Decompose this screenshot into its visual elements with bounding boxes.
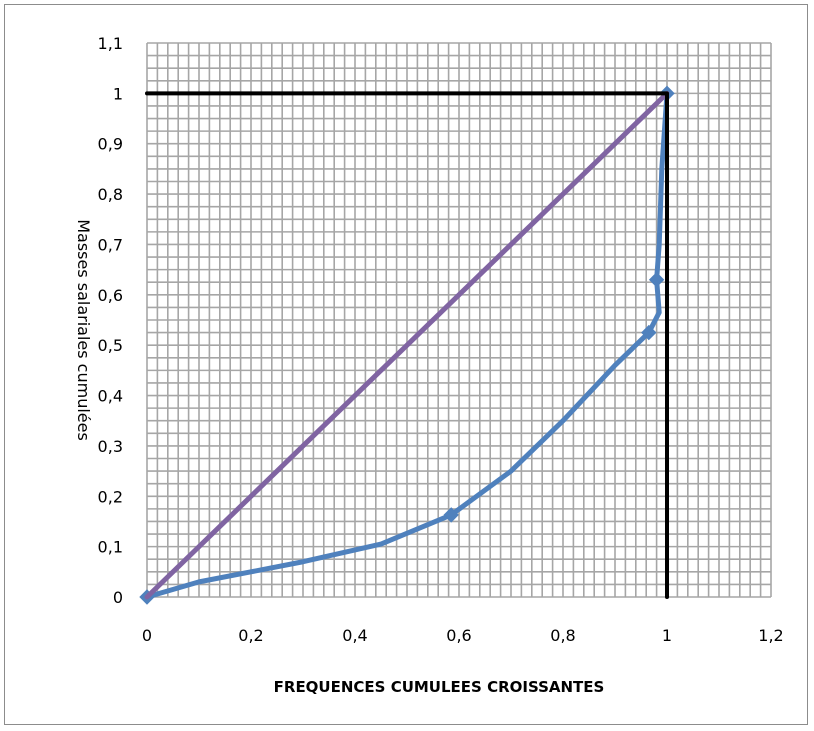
x-tick-label: 0,4 xyxy=(342,626,367,645)
series-equality-line xyxy=(144,90,670,600)
y-tick-label: 0,5 xyxy=(98,336,123,355)
x-tick-label: 0,6 xyxy=(446,626,471,645)
y-tick-label: 0,4 xyxy=(98,387,123,406)
y-tick-label: 0,3 xyxy=(98,437,123,456)
chart-frame xyxy=(4,4,808,725)
y-tick-label: 0,8 xyxy=(98,185,123,204)
y-tick-label: 0,1 xyxy=(98,538,123,557)
y-tick-label: 0 xyxy=(113,588,123,607)
y-tick-label: 0,6 xyxy=(98,286,123,305)
y-tick-label: 0,2 xyxy=(98,487,123,506)
y-axis-label: Masses salariales cumulées xyxy=(74,219,93,441)
series-reference-box xyxy=(145,91,669,599)
x-tick-label: 0,2 xyxy=(238,626,263,645)
y-axis-label-text: Masses salariales cumulées xyxy=(74,219,93,441)
data-point-marker xyxy=(443,507,459,523)
y-tick-label: 0,9 xyxy=(98,135,123,154)
y-tick-label: 1 xyxy=(113,84,123,103)
x-tick-label: 1 xyxy=(662,626,672,645)
x-tick-label: 0 xyxy=(142,626,152,645)
x-tick-label: 0,8 xyxy=(550,626,575,645)
y-tick-label: 1,1 xyxy=(98,34,123,53)
y-tick-label: 0,7 xyxy=(98,235,123,254)
grid xyxy=(146,42,772,598)
tick-labels: 0 0,2 0,4 0,6 0,8 1 1,2 0 0,1 0,2 0,3 0,4 0,5 0,6 0,7 0… xyxy=(98,34,784,645)
x-axis-label: FREQUENCES CUMULEES CROISSANTES xyxy=(274,678,605,696)
x-tick-label: 1,2 xyxy=(758,626,783,645)
series-lorenz-curve xyxy=(144,90,670,600)
series-layer xyxy=(139,85,675,605)
data-point-marker xyxy=(641,324,657,341)
data-point-marker xyxy=(648,272,665,288)
